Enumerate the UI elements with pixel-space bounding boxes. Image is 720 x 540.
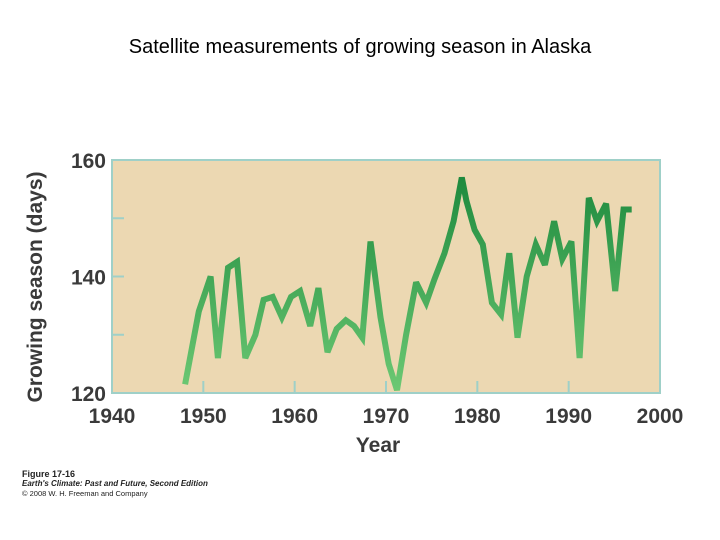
y-tick-label-120: 120: [71, 383, 106, 406]
figure-credits: Figure 17-16 Earth's Climate: Past and F…: [22, 469, 208, 499]
y-axis-label: Growing season (days): [24, 171, 47, 402]
figure-copyright: © 2008 W. H. Freeman and Company: [22, 489, 148, 498]
y-tick-label-160: 160: [71, 150, 106, 173]
figure-book-title: Earth's Climate: Past and Future, Second…: [22, 479, 208, 488]
x-tick-label-1980: 1980: [454, 405, 501, 428]
y-tick-marks: [112, 159, 124, 394]
x-tick-label-1970: 1970: [363, 405, 410, 428]
x-tick-label-1960: 1960: [271, 405, 318, 428]
y-tick-label-140: 140: [71, 267, 106, 290]
figure-number: Figure 17-16: [22, 469, 76, 479]
x-tick-labels: 1940 1950 1960 1970 1980 1990 2000: [89, 405, 684, 428]
x-tick-marks: [111, 381, 661, 393]
y-tick-labels: 120 140 160: [71, 150, 106, 406]
x-tick-label-1940: 1940: [89, 405, 136, 428]
x-tick-label-1950: 1950: [180, 405, 227, 428]
series-line-growing-season: [182, 176, 632, 392]
x-tick-label-1990: 1990: [545, 405, 592, 428]
slide-title: Satellite measurements of growing season…: [128, 36, 592, 58]
x-axis-label: Year: [356, 434, 400, 457]
x-tick-label-2000: 2000: [637, 405, 684, 428]
